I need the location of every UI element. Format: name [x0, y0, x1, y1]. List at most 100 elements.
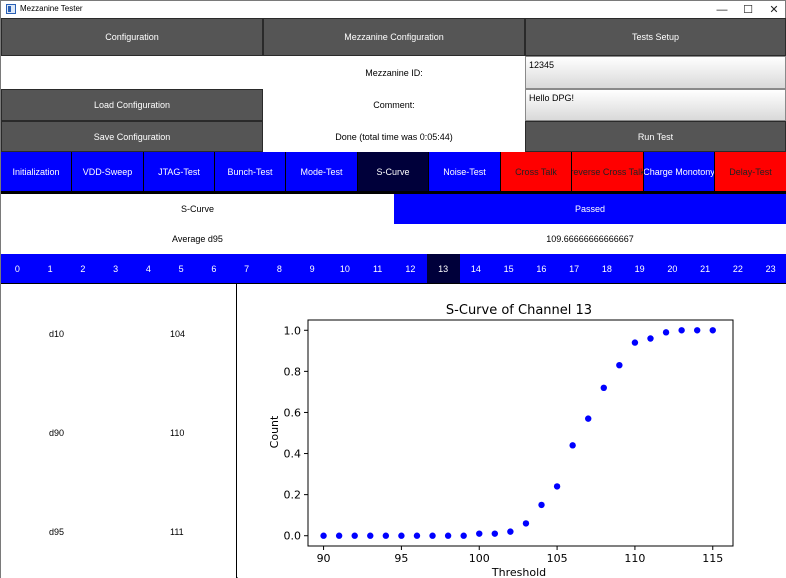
channel-tab-0[interactable]: 0	[1, 254, 34, 283]
test-tab-s-curve[interactable]: S-Curve	[358, 152, 429, 191]
stat-name: d95	[49, 527, 65, 537]
x-tick-label: 115	[702, 552, 723, 565]
x-tick-label: 95	[394, 552, 408, 565]
channel-tab-17[interactable]: 17	[557, 254, 591, 283]
channel-tab-7[interactable]: 7	[230, 254, 263, 283]
minimize-button[interactable]: —	[716, 3, 728, 16]
channel-tab-21[interactable]: 21	[688, 254, 722, 283]
config-spacer	[1, 56, 263, 89]
x-tick-label: 110	[624, 552, 645, 565]
mezzanine-id-input[interactable]: 12345	[525, 56, 786, 89]
test-tab-cross-talk[interactable]: Cross Talk	[501, 152, 572, 191]
test-tab-vdd-sweep[interactable]: VDD-Sweep	[72, 152, 144, 191]
test-tab-jtag-test[interactable]: JTAG-Test	[144, 152, 215, 191]
data-point	[538, 501, 545, 509]
chart-svg: S-Curve of Channel 13 Threshold Count 90…	[268, 303, 734, 578]
chart-x-label: Threshold	[491, 566, 546, 578]
chart-title: S-Curve of Channel 13	[446, 303, 592, 318]
status-text: Done (total time was 0:05:44)	[263, 121, 525, 152]
data-point	[429, 532, 436, 539]
data-point	[320, 532, 327, 539]
y-tick-label: 1.0	[284, 324, 302, 337]
stat-name: d10	[49, 329, 65, 339]
channel-tab-8[interactable]: 8	[263, 254, 296, 283]
test-tab-initialization[interactable]: Initialization	[1, 152, 72, 191]
channel-tab-14[interactable]: 14	[459, 254, 493, 283]
test-tab-charge-monotony[interactable]: Charge Monotony	[644, 152, 715, 191]
channel-tab-2[interactable]: 2	[66, 254, 100, 283]
y-tick-label: 0.6	[284, 406, 302, 419]
data-point	[678, 327, 685, 334]
y-tick-label: 0.8	[284, 365, 302, 378]
channel-tab-12[interactable]: 12	[394, 254, 427, 283]
channel-tab-15[interactable]: 15	[492, 254, 525, 283]
stats-panel: d10 104 d90 110 d95 111	[1, 284, 237, 578]
stat-row-d90: d90 110	[1, 424, 237, 444]
stat-row-d10: d10 104	[1, 325, 237, 345]
window-title: Mezzanine Tester	[20, 4, 83, 13]
channel-tab-18[interactable]: 18	[590, 254, 624, 283]
data-point	[335, 532, 343, 539]
channel-tab-5[interactable]: 5	[164, 254, 198, 283]
chart-plot-frame	[307, 319, 734, 547]
chart-y-label: Count	[268, 415, 281, 448]
test-tab-bunch-test[interactable]: Bunch-Test	[215, 152, 286, 191]
data-point	[398, 532, 405, 539]
channel-tab-9[interactable]: 9	[295, 254, 329, 283]
test-tab-delay-test[interactable]: Delay-Test	[715, 152, 786, 191]
data-point	[569, 442, 576, 449]
result-test-name: S-Curve	[1, 194, 394, 224]
x-tick-label: 90	[317, 552, 331, 565]
channel-tab-13[interactable]: 13	[426, 254, 460, 283]
data-point	[693, 327, 701, 334]
channel-tab-22[interactable]: 22	[721, 254, 755, 283]
test-tab-noise-test[interactable]: Noise-Test	[429, 152, 501, 191]
comment-input[interactable]: Hello DPG!	[525, 89, 786, 121]
tests-setup-button[interactable]: Tests Setup	[525, 18, 786, 56]
title-bar: Mezzanine Tester — ☐ ✕	[1, 1, 785, 18]
channel-tab-23[interactable]: 23	[754, 254, 786, 283]
data-point	[367, 532, 374, 539]
data-point	[709, 327, 716, 334]
mezzanine-id-label: Mezzanine ID:	[263, 56, 525, 89]
close-button[interactable]: ✕	[769, 4, 779, 16]
test-tab-mode-test[interactable]: Mode-Test	[286, 152, 358, 191]
data-point	[507, 528, 514, 535]
app-icon	[6, 4, 16, 14]
result-status-badge: Passed	[394, 194, 786, 224]
stat-value: 104	[170, 329, 186, 339]
test-tab-reverse-cross-talk[interactable]: reverse Cross Talk	[572, 152, 644, 191]
channel-tab-11[interactable]: 11	[361, 254, 394, 283]
save-configuration-button[interactable]: Save Configuration	[1, 121, 263, 152]
metric-value: 109.66666666666667	[394, 224, 786, 254]
data-point	[476, 530, 483, 537]
channel-tab-6[interactable]: 6	[197, 254, 231, 283]
load-configuration-button[interactable]: Load Configuration	[1, 89, 263, 121]
channel-tab-20[interactable]: 20	[656, 254, 689, 283]
mezzanine-configuration-button[interactable]: Mezzanine Configuration	[263, 18, 525, 56]
y-tick-label: 0.0	[284, 530, 302, 543]
maximize-button[interactable]: ☐	[743, 4, 753, 16]
run-test-button[interactable]: Run Test	[525, 121, 786, 152]
channel-tab-4[interactable]: 4	[132, 254, 165, 283]
channel-separator	[1, 283, 786, 284]
channel-tab-10[interactable]: 10	[328, 254, 362, 283]
configuration-button[interactable]: Configuration	[1, 18, 263, 56]
s-curve-chart: S-Curve of Channel 13 Threshold Count 90…	[238, 284, 786, 578]
data-point	[585, 415, 592, 422]
channel-tab-1[interactable]: 1	[33, 254, 67, 283]
channel-tab-16[interactable]: 16	[525, 254, 558, 283]
data-point	[647, 335, 654, 342]
stat-value: 111	[170, 527, 184, 537]
x-tick-label: 105	[547, 552, 568, 565]
data-point	[616, 362, 623, 369]
channel-tab-3[interactable]: 3	[99, 254, 132, 283]
data-point	[351, 532, 358, 539]
stat-name: d90	[49, 428, 65, 438]
channel-tab-19[interactable]: 19	[623, 254, 656, 283]
stat-row-d95: d95 111	[1, 523, 237, 543]
data-point	[460, 532, 467, 539]
comment-label: Comment:	[263, 89, 525, 121]
x-tick-label: 100	[469, 552, 490, 565]
